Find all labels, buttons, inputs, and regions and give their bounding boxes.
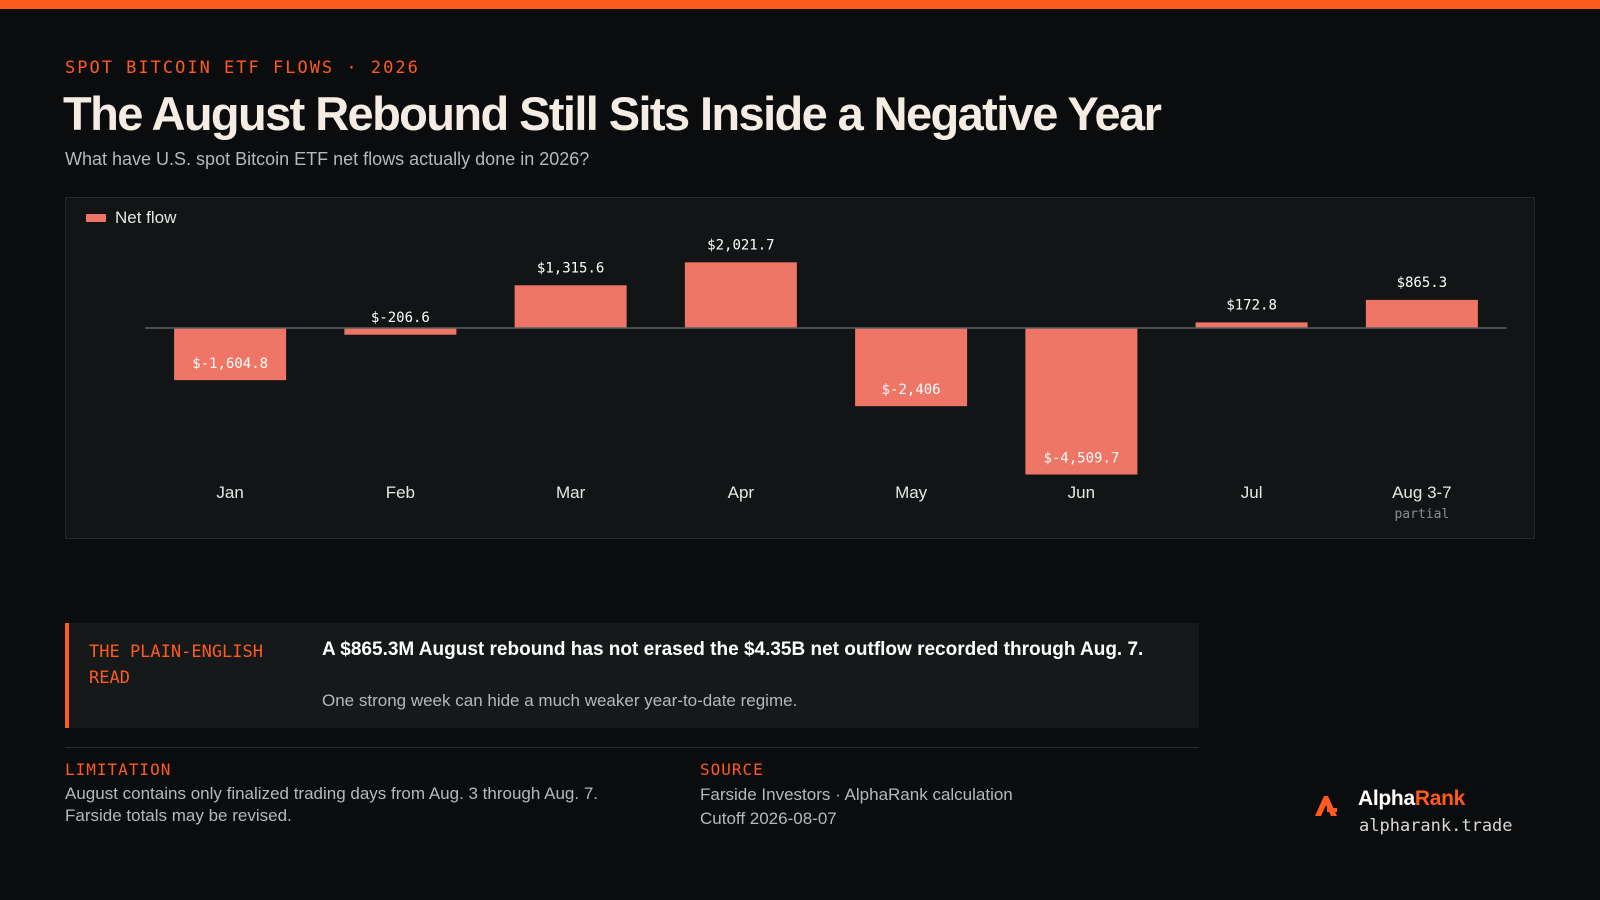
value-label: $-206.6 [371,310,430,326]
callout-body: One strong week can hide a much weaker y… [322,691,798,710]
brand-name-rank: Rank [1414,787,1465,810]
value-label: $-2,406 [882,382,941,398]
bar-jan [174,328,287,381]
bar-apr [684,262,797,328]
value-label: $1,315.6 [537,260,604,276]
page-title: The August Rebound Still Sits Inside a N… [63,87,1162,140]
category-label: Aug 3-7 [1392,483,1452,502]
source-line-2: Cutoff 2026-08-07 [700,809,837,828]
category-label: May [895,483,928,502]
top-accent-bar [0,0,1600,9]
legend-label: Net flow [115,208,177,227]
category-label: Jun [1068,483,1095,502]
chart-legend: Net flow [86,208,176,228]
category-label: Apr [728,483,755,502]
value-label: $-4,509.7 [1043,451,1119,467]
bar-chart: $-1,604.8 Jan $-206.6 Feb $1,315.6 Mar $2,021.… [145,237,1507,522]
category-label: Feb [386,483,415,502]
bar-mar [514,285,627,328]
bar-aug-3-7 [1365,299,1478,328]
limitation-line-2: Farside totals may be revised. [65,806,292,825]
plain-english-callout: THE PLAIN-ENGLISH READ A $865.3M August … [65,623,1199,728]
limitation-line-1: August contains only finalized trading d… [65,784,599,803]
source-line-1: Farside Investors · AlphaRank calculatio… [700,785,1013,804]
bar-feb [344,328,457,335]
category-label: Jan [216,483,243,502]
value-label: $172.8 [1226,297,1277,313]
page-subtitle: What have U.S. spot Bitcoin ETF net flow… [65,149,590,169]
brand-url: alpharank.trade [1359,816,1513,836]
footer-divider [65,747,1199,748]
brand-name-alpha: Alpha [1358,787,1415,810]
category-label: Mar [556,483,586,502]
legend-swatch [86,214,106,222]
callout-label: THE PLAIN-ENGLISH READ [89,642,263,688]
kicker: SPOT BITCOIN ETF FLOWS · 2026 [65,58,420,78]
alpharank-logo-icon [1315,796,1337,816]
chart-panel: $-1,604.8 Jan $-206.6 Feb $1,315.6 Mar $2,021.… [65,197,1535,539]
source-text: Farside Investors · AlphaRank calculatio… [700,783,1013,831]
bar-may [855,328,968,407]
bar-jun [1025,328,1138,475]
limitation-label: LIMITATION [65,760,172,779]
source-label: SOURCE [700,760,764,779]
category-note: partial [1394,507,1449,522]
callout-headline: A $865.3M August rebound has not erased … [322,639,1144,660]
bar-jul [1195,322,1308,328]
category-label: Jul [1241,483,1263,502]
value-label: $865.3 [1397,275,1448,291]
value-label: $2,021.7 [707,237,774,253]
brand-name: AlphaRank [1358,787,1465,811]
limitation-text: August contains only finalized trading d… [65,783,598,827]
value-label: $-1,604.8 [192,356,268,372]
